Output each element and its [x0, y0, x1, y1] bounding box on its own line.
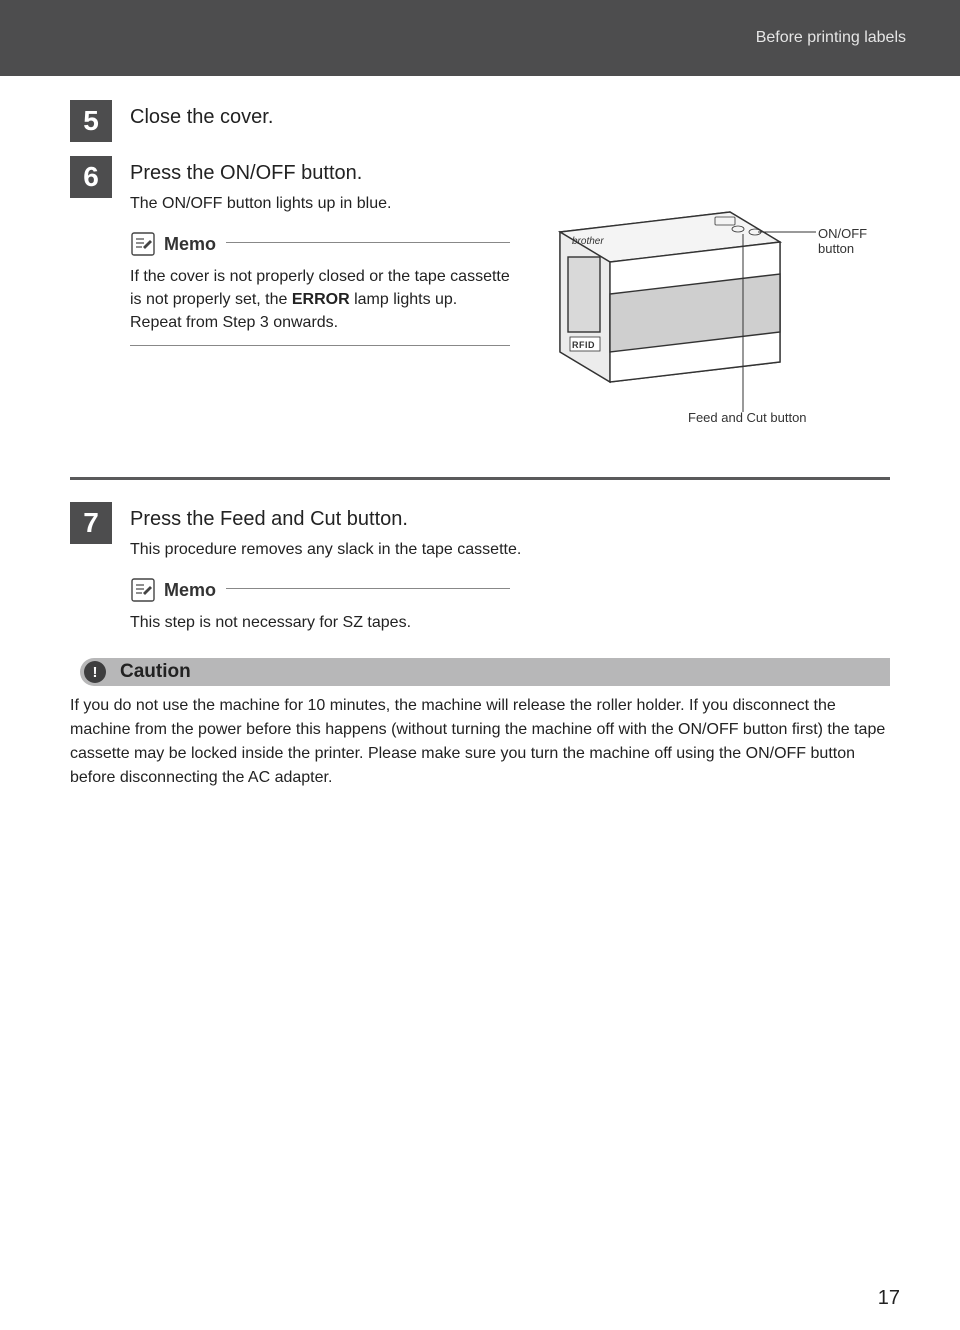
step-7-title: Press the Feed and Cut button. — [130, 508, 890, 531]
caution-label: Caution — [120, 661, 191, 683]
memo-close-rule-6 — [130, 345, 510, 346]
memo-label-6: Memo — [164, 234, 216, 255]
callout-onoff: ON/OFF button — [818, 226, 890, 256]
memo-header-6: Memo — [130, 231, 510, 257]
section-divider — [70, 477, 890, 480]
memo-rule — [226, 588, 510, 589]
step-5: 5 Close the cover. — [70, 100, 890, 142]
caution-icon: ! — [84, 661, 106, 683]
step-6-subtitle: The ON/OFF button lights up in blue. — [130, 195, 520, 213]
caution-bar: ! Caution — [80, 658, 890, 686]
page-header: Before printing labels — [0, 0, 960, 76]
step-number-7: 7 — [70, 502, 112, 544]
memo-label-7: Memo — [164, 580, 216, 601]
memo-icon — [130, 231, 156, 257]
memo-rule — [226, 242, 510, 243]
page-number: 17 — [878, 1287, 900, 1310]
figure-brand-text: brother — [572, 236, 604, 247]
step-7: 7 Press the Feed and Cut button. This pr… — [70, 502, 890, 634]
printer-figure: RFID brother ON/OFF button — [520, 162, 890, 427]
step-6: 6 Press the ON/OFF button. The ON/OFF bu… — [70, 156, 890, 427]
memo-text-7: This step is not necessary for SZ tapes. — [130, 611, 510, 634]
callout-feedcut: Feed and Cut button — [688, 410, 807, 425]
memo-text-6: If the cover is not properly closed or t… — [130, 265, 510, 335]
step-5-title: Close the cover. — [130, 106, 890, 129]
memo-text-6-bold: ERROR — [292, 291, 350, 308]
step-7-subtitle: This procedure removes any slack in the … — [130, 541, 890, 559]
header-title: Before printing labels — [756, 29, 906, 47]
step-6-title: Press the ON/OFF button. — [130, 162, 520, 185]
caution-text: If you do not use the machine for 10 min… — [70, 694, 890, 790]
figure-logo-text: RFID — [572, 340, 595, 350]
memo-header-7: Memo — [130, 577, 510, 603]
step-number-5: 5 — [70, 100, 112, 142]
memo-icon — [130, 577, 156, 603]
step-number-6: 6 — [70, 156, 112, 198]
